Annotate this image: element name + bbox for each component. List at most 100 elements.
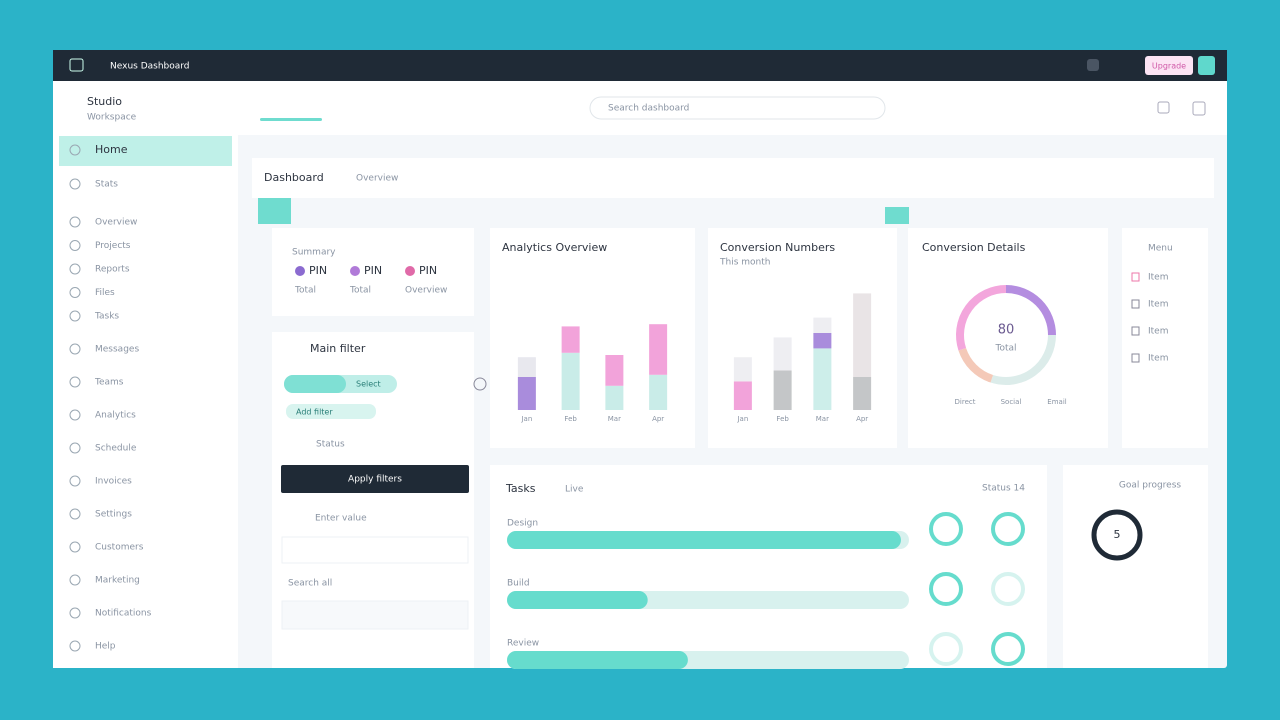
- nav-item[interactable]: Help: [95, 642, 116, 652]
- donut-segment: [958, 347, 994, 383]
- nav-icon: [69, 409, 81, 421]
- nav-item[interactable]: Schedule: [95, 444, 137, 454]
- legend-item: Direct: [955, 398, 976, 406]
- refresh-icon[interactable]: [473, 377, 487, 391]
- icon[interactable]: [1087, 59, 1099, 71]
- icon[interactable]: [1157, 101, 1170, 114]
- title-bar: [252, 158, 1214, 198]
- bar-segment: [561, 326, 580, 353]
- donut-note: Total: [994, 344, 1016, 354]
- nav-item[interactable]: Invoices: [95, 477, 132, 487]
- progress-fill: [507, 591, 648, 609]
- field-label: Search all: [288, 579, 332, 589]
- apply-button[interactable]: [281, 465, 469, 493]
- upgrade-label: Upgrade: [1152, 62, 1186, 71]
- summary-item: PIN: [309, 264, 327, 277]
- bar-segment: [813, 317, 832, 333]
- top-bar: [53, 50, 1227, 81]
- search-box[interactable]: [589, 96, 886, 120]
- donut-center: 80: [998, 323, 1015, 338]
- status-ring: [929, 572, 963, 606]
- nav-icon: [69, 574, 81, 586]
- sidebar-header: Studio: [87, 95, 122, 108]
- menu-icon: [1131, 272, 1140, 282]
- nav-icon: [69, 216, 81, 228]
- menu-item[interactable]: Item: [1148, 354, 1169, 364]
- input[interactable]: [281, 536, 469, 564]
- bar-segment: [853, 377, 872, 410]
- option-chip[interactable]: [286, 404, 376, 419]
- progress-card: [490, 465, 1047, 668]
- summary-note: Total: [349, 286, 371, 296]
- filter-title: Main filter: [310, 342, 366, 355]
- menu-icon: [1131, 326, 1140, 336]
- progress-label: Build: [507, 579, 530, 589]
- option-label: Add filter: [296, 408, 333, 417]
- donut-segment: [990, 334, 1056, 385]
- menu-icon: [1131, 353, 1140, 363]
- nav-item[interactable]: Overview: [95, 218, 137, 228]
- goal-center: 5: [1114, 528, 1121, 541]
- donut-segment: [1005, 285, 1056, 336]
- bar-segment: [733, 357, 752, 382]
- nav-item[interactable]: Settings: [95, 510, 132, 520]
- nav-item[interactable]: Projects: [95, 241, 131, 251]
- badge: [258, 198, 291, 224]
- nav-active[interactable]: [59, 136, 232, 166]
- upgrade-button[interactable]: [1145, 56, 1193, 75]
- nav-item[interactable]: Tasks: [94, 312, 119, 322]
- bar-segment: [649, 324, 668, 375]
- badge: [885, 207, 909, 224]
- avatar[interactable]: [1198, 56, 1215, 75]
- nav-item[interactable]: Files: [95, 288, 115, 298]
- nav-icon: [69, 607, 81, 619]
- progress-label: Review: [507, 639, 539, 649]
- summary-note: Overview: [405, 286, 447, 296]
- nav-item[interactable]: Reports: [95, 265, 130, 275]
- nav-item[interactable]: Marketing: [95, 576, 140, 586]
- nav-item[interactable]: Analytics: [95, 411, 136, 421]
- icon[interactable]: [1192, 101, 1206, 116]
- progress-status: Status 14: [982, 484, 1025, 494]
- x-tick-label: Mar: [816, 415, 829, 423]
- summary-card: [272, 228, 474, 316]
- chart-subtitle: This month: [719, 258, 770, 268]
- donut-title: Conversion Details: [922, 241, 1026, 254]
- goal-ring: [1091, 509, 1143, 561]
- status-ring: [929, 632, 963, 666]
- nav-item[interactable]: Messages: [95, 345, 139, 355]
- nav-icon: [69, 144, 81, 156]
- x-tick-label: Jan: [520, 415, 532, 423]
- menu-item[interactable]: Item: [1148, 327, 1169, 337]
- progress-tag: Live: [565, 485, 584, 495]
- donut-segment: [956, 285, 1007, 351]
- app-title: Nexus Dashboard: [110, 62, 190, 72]
- input[interactable]: [281, 600, 469, 630]
- goal-card: [1063, 465, 1208, 668]
- hint-label: Enter value: [315, 514, 367, 524]
- x-tick-label: Mar: [608, 415, 621, 423]
- bar-segment: [605, 385, 624, 410]
- summary-icon: [405, 266, 415, 276]
- nav-item[interactable]: Stats: [95, 180, 118, 190]
- sidebar: [53, 81, 238, 668]
- menu-item[interactable]: Item: [1148, 273, 1169, 283]
- nav-item[interactable]: Notifications: [95, 609, 152, 619]
- nav-icon: [69, 178, 81, 190]
- nav-icon: [69, 475, 81, 487]
- summary-icon: [350, 266, 360, 276]
- menu-item[interactable]: Item: [1148, 300, 1169, 310]
- bar-segment: [733, 381, 752, 410]
- nav-item[interactable]: Home: [95, 143, 128, 156]
- bar-segment: [853, 293, 872, 377]
- status-ring: [991, 632, 1025, 666]
- x-tick-label: Apr: [652, 415, 664, 423]
- nav-item[interactable]: Teams: [94, 378, 124, 388]
- nav-item[interactable]: Customers: [95, 543, 144, 553]
- bar-segment: [605, 355, 624, 386]
- chart-title: Conversion Numbers: [720, 241, 835, 254]
- summary-icon: [295, 266, 305, 276]
- menu-icon: [1131, 299, 1140, 309]
- summary-item: PIN: [419, 264, 437, 277]
